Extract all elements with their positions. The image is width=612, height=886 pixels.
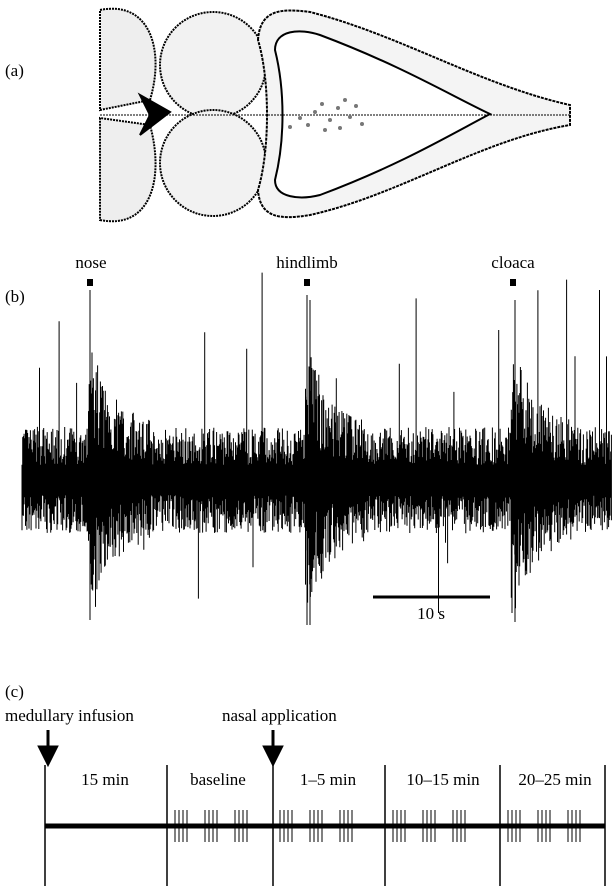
period-label: 15 min	[81, 770, 129, 789]
stimulus-label: nose	[75, 253, 106, 272]
period-label: 1–5 min	[300, 770, 357, 789]
panel-label: (b)	[5, 287, 25, 306]
scale-bar-label: 10 s	[417, 604, 445, 623]
neural-trace	[22, 273, 611, 625]
figure: (a) (b) nose hindlimb cloaca 10 s (c) me…	[0, 0, 612, 886]
page: (a) (b) nose hindlimb cloaca 10 s (c) me…	[0, 0, 612, 886]
arrow-label: medullary infusion	[5, 706, 134, 725]
stimulus-label: cloaca	[491, 253, 535, 272]
arrows	[38, 730, 283, 766]
period-label: 10–15 min	[406, 770, 480, 789]
stimulus-label: hindlimb	[276, 253, 337, 272]
period-label: baseline	[190, 770, 246, 789]
panel-label: (a)	[5, 61, 24, 80]
stimulus-markers	[87, 279, 516, 286]
period-label: 20–25 min	[518, 770, 592, 789]
panel-label: (c)	[5, 682, 24, 701]
arrow-label: nasal application	[222, 706, 337, 725]
brain-drawing	[100, 9, 570, 222]
